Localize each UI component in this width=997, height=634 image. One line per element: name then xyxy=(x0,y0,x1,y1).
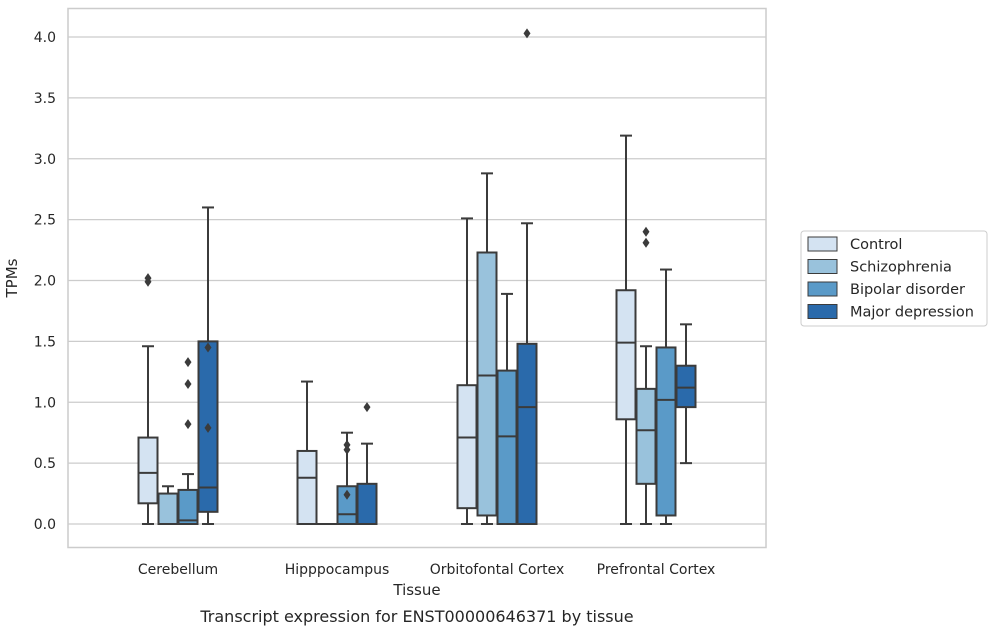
legend-label: Control xyxy=(850,237,902,253)
outlier-marker xyxy=(184,357,192,368)
legend-frame xyxy=(800,230,988,327)
y-tick-label: 1.5 xyxy=(34,334,56,350)
box-2-0 xyxy=(177,357,199,526)
box-iqr xyxy=(655,346,677,517)
y-axis-label: TPMs xyxy=(3,258,21,298)
y-tick-label: 2.0 xyxy=(34,274,56,290)
box-iqr xyxy=(516,342,538,525)
x-tick-label: Cerebellum xyxy=(138,562,218,578)
y-axis-ticks: 0.0 0.5 1.0 1.5 2.0 2.5 3.0 3.5 4.0 xyxy=(34,30,56,533)
y-tick-label: 0.0 xyxy=(34,517,56,533)
outlier-marker xyxy=(343,489,351,500)
box-iqr xyxy=(675,364,697,409)
x-axis-ticks: Cerebellum Hipppocampus Orbitofontal Corte… xyxy=(138,562,715,578)
box-iqr xyxy=(296,449,318,526)
box-0-3 xyxy=(615,134,637,525)
legend-label: Bipolar disorder xyxy=(850,282,965,298)
box-iqr xyxy=(456,384,478,510)
box-iqr xyxy=(157,492,179,525)
outlier-marker xyxy=(343,439,351,450)
y-tick-label: 3.5 xyxy=(34,91,56,107)
y-tick-label: 0.5 xyxy=(34,456,56,472)
box-3-2 xyxy=(516,28,538,525)
outlier-marker xyxy=(184,378,192,389)
legend-swatch xyxy=(807,304,838,319)
outlier-marker xyxy=(144,273,152,284)
box-0-1 xyxy=(296,380,318,526)
outlier-marker xyxy=(184,419,192,430)
x-tick-label: Orbitofontal Cortex xyxy=(430,562,565,578)
box-3-0 xyxy=(197,206,219,525)
box-0-0 xyxy=(137,273,159,525)
box-2-3 xyxy=(655,268,677,525)
y-tick-label: 3.0 xyxy=(34,152,56,168)
box-2-1 xyxy=(336,431,358,526)
box-iqr xyxy=(615,289,637,421)
box-iqr xyxy=(635,387,657,485)
box-1-0 xyxy=(157,485,179,525)
outlier-marker xyxy=(642,237,650,248)
box-3-1 xyxy=(356,402,378,526)
legend: Control Schizophrenia Bipolar disorder Majo… xyxy=(800,230,988,327)
legend-label: Major depression xyxy=(850,305,974,321)
x-axis-label: Tissue xyxy=(392,581,440,599)
box-3-3 xyxy=(675,323,697,465)
outlier-marker xyxy=(204,422,212,433)
legend-swatch xyxy=(807,236,838,252)
plot-frame xyxy=(67,7,767,549)
legend-label: Schizophrenia xyxy=(850,260,952,276)
legend-swatch xyxy=(807,259,838,274)
outlier-marker xyxy=(204,342,212,353)
outlier-marker xyxy=(363,402,371,413)
outlier-marker xyxy=(642,226,650,237)
outlier-marker xyxy=(523,28,531,39)
box-iqr xyxy=(356,482,378,526)
y-tick-label: 1.0 xyxy=(34,395,56,411)
y-tick-label: 4.0 xyxy=(34,30,56,46)
x-tick-label: Prefrontal Cortex xyxy=(597,562,716,578)
legend-swatch xyxy=(807,281,838,297)
box-iqr xyxy=(177,488,199,526)
box-iqr xyxy=(137,436,159,505)
box-iqr xyxy=(476,251,498,517)
x-tick-label: Hipppocampus xyxy=(285,562,390,578)
chart-caption: Transcript expression for ENST0000064637… xyxy=(199,607,633,626)
box-iqr xyxy=(496,369,518,525)
y-tick-label: 2.5 xyxy=(34,213,56,229)
plot-area xyxy=(137,28,697,526)
